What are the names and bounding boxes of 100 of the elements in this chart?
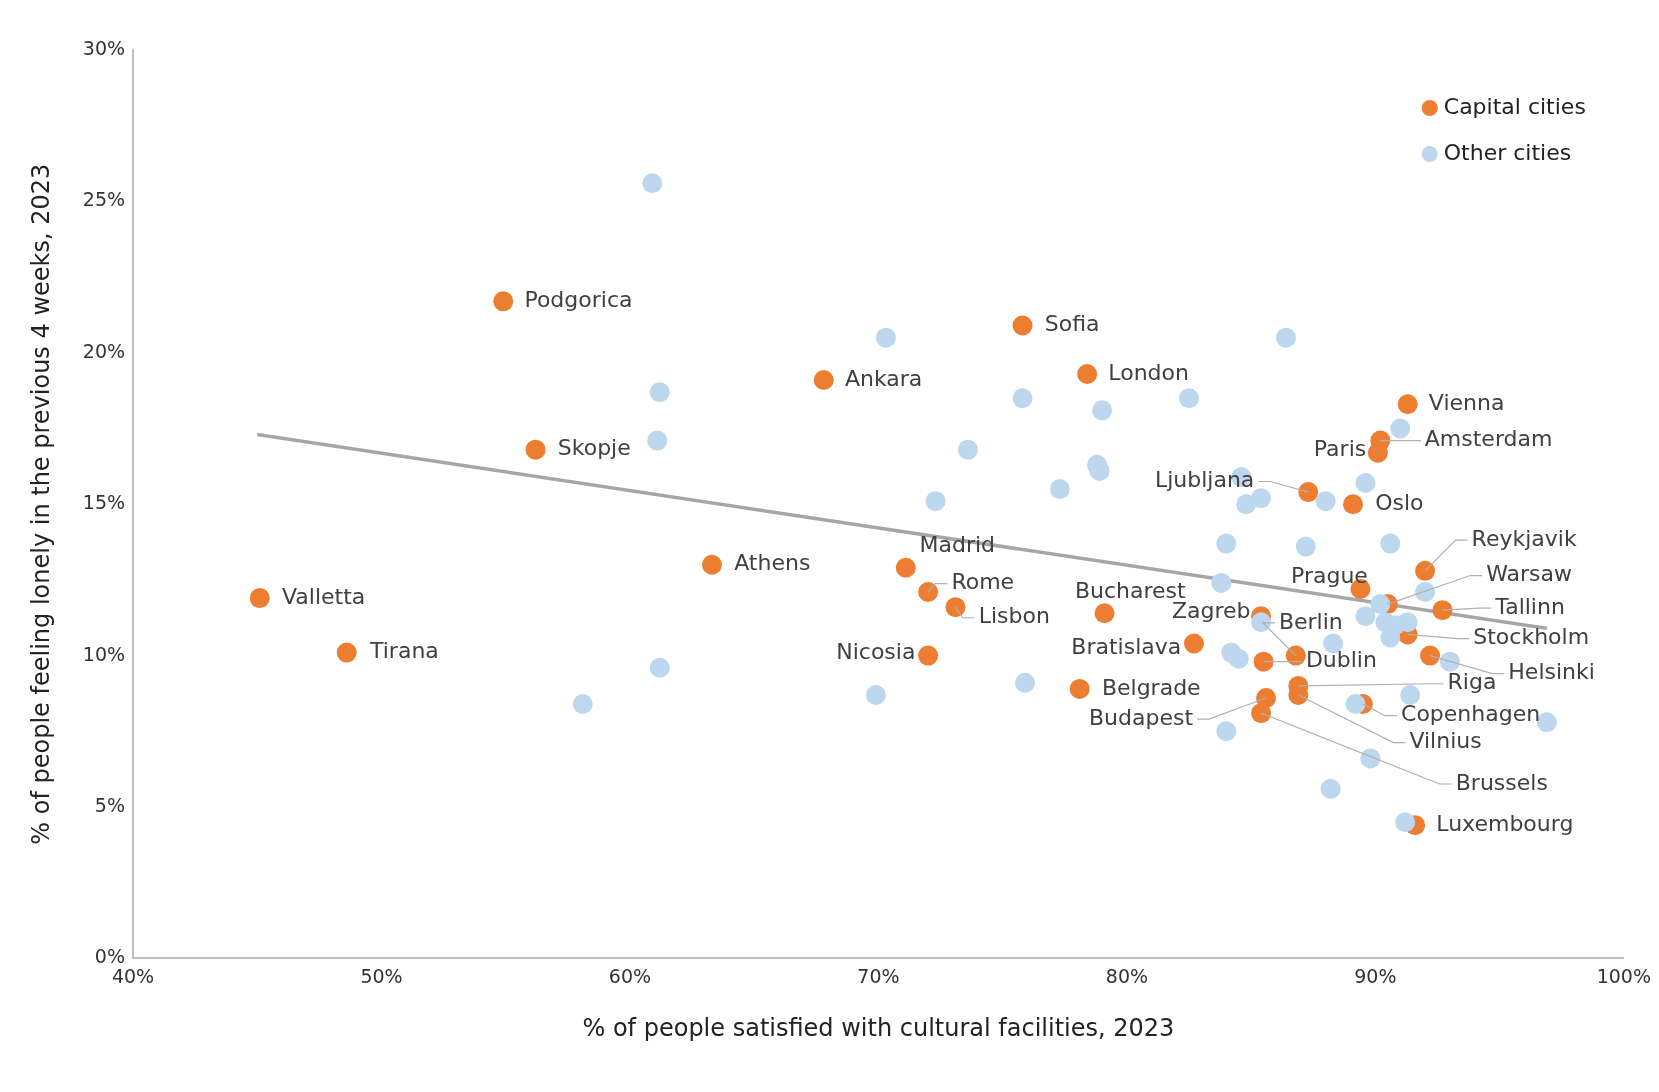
point <box>647 430 668 451</box>
point <box>918 582 939 603</box>
y-tick-label: 5% <box>94 793 126 816</box>
point <box>1251 488 1272 509</box>
point <box>918 645 939 666</box>
annotation: Reykjavik <box>1471 525 1577 551</box>
y-tick-label: 30% <box>82 36 126 59</box>
point <box>1320 778 1341 799</box>
point <box>1397 612 1418 633</box>
point <box>1355 606 1376 627</box>
point <box>1251 612 1272 633</box>
annotation: Nicosia <box>836 639 916 665</box>
point <box>1415 582 1436 603</box>
point <box>1216 533 1237 554</box>
point <box>1355 473 1376 493</box>
point <box>642 173 663 194</box>
point <box>1077 364 1098 384</box>
annotation: Valletta <box>281 583 366 609</box>
point <box>1253 651 1274 672</box>
annotation: Stockholm <box>1473 624 1590 650</box>
point <box>1439 651 1460 672</box>
point <box>895 557 916 578</box>
point <box>1343 494 1364 515</box>
point <box>1069 678 1090 699</box>
point <box>701 554 722 575</box>
point <box>1012 315 1033 336</box>
point <box>1298 482 1319 503</box>
annotation: Bratislava <box>1071 634 1182 660</box>
annotation: Warsaw <box>1486 561 1573 587</box>
point <box>1395 812 1416 833</box>
annotation: Oslo <box>1375 489 1424 515</box>
point <box>1012 388 1033 409</box>
point <box>249 588 270 609</box>
x-tick-label: 90% <box>1354 964 1397 987</box>
point <box>1367 442 1388 463</box>
annotation: Tirana <box>368 638 439 664</box>
x-tick-label: 80% <box>1105 964 1149 987</box>
legend-label: Other cities <box>1443 139 1572 165</box>
point <box>493 291 514 312</box>
point <box>1228 648 1249 669</box>
point <box>1397 394 1418 415</box>
annotation: Vilnius <box>1409 728 1482 754</box>
point <box>1370 594 1391 615</box>
point <box>1295 536 1316 557</box>
point <box>1275 327 1296 348</box>
point <box>1390 418 1411 439</box>
point <box>813 370 834 391</box>
point <box>525 439 546 460</box>
annotation: Rome <box>951 569 1015 595</box>
point <box>1380 533 1401 554</box>
x-tick-label: 50% <box>360 964 403 987</box>
legend-label: Capital cities <box>1443 93 1586 119</box>
annotation: Budapest <box>1088 704 1194 730</box>
annotation: Berlin <box>1278 608 1343 634</box>
annotation: Helsinki <box>1508 659 1595 685</box>
point <box>1420 645 1441 666</box>
y-axis-title: % of people feeling lonely in the previous 4 weeks, 2023 <box>26 163 55 845</box>
annotation: Ankara <box>844 365 923 391</box>
point <box>875 327 896 348</box>
point <box>336 642 357 663</box>
point <box>572 694 593 715</box>
annotation: Amsterdam <box>1424 426 1553 452</box>
y-tick-label: 15% <box>82 491 126 514</box>
point <box>925 491 946 512</box>
x-tick-label: 70% <box>857 964 900 987</box>
annotation: Athens <box>734 550 811 576</box>
x-tick-label: 100% <box>1596 964 1651 987</box>
y-tick-label: 20% <box>82 339 126 362</box>
x-axis-title: % of people satisfied with cultural facilities, 2023 <box>582 1013 1175 1042</box>
point <box>1015 672 1036 693</box>
y-tick-label: 25% <box>82 188 126 211</box>
annotation: Brussels <box>1455 769 1548 795</box>
annotation: Skopje <box>557 435 631 461</box>
annotation: Dublin <box>1305 647 1377 673</box>
annotation: Lisbon <box>978 603 1050 629</box>
annotation: Paris <box>1313 436 1367 462</box>
point <box>1179 388 1200 409</box>
point <box>1092 400 1113 421</box>
point <box>1211 572 1232 593</box>
annotation: Prague <box>1291 563 1368 589</box>
point <box>1216 721 1237 742</box>
point <box>1360 748 1381 769</box>
point <box>1183 633 1204 654</box>
annotation: Tallinn <box>1494 593 1565 619</box>
point <box>1094 603 1115 624</box>
point <box>945 597 966 618</box>
annotation: Vienna <box>1428 389 1505 415</box>
annotation: Madrid <box>919 532 996 558</box>
x-tick-label: 60% <box>608 964 652 987</box>
point <box>1236 494 1257 515</box>
point <box>1049 479 1070 500</box>
annotation: Podgorica <box>524 287 633 313</box>
point <box>957 439 978 460</box>
point <box>1315 491 1336 512</box>
annotation: London <box>1108 359 1189 385</box>
annotation: Belgrade <box>1101 674 1201 700</box>
point <box>865 684 886 705</box>
point <box>1345 694 1366 715</box>
point <box>1400 684 1421 705</box>
annotation: Ljubljana <box>1154 467 1255 493</box>
